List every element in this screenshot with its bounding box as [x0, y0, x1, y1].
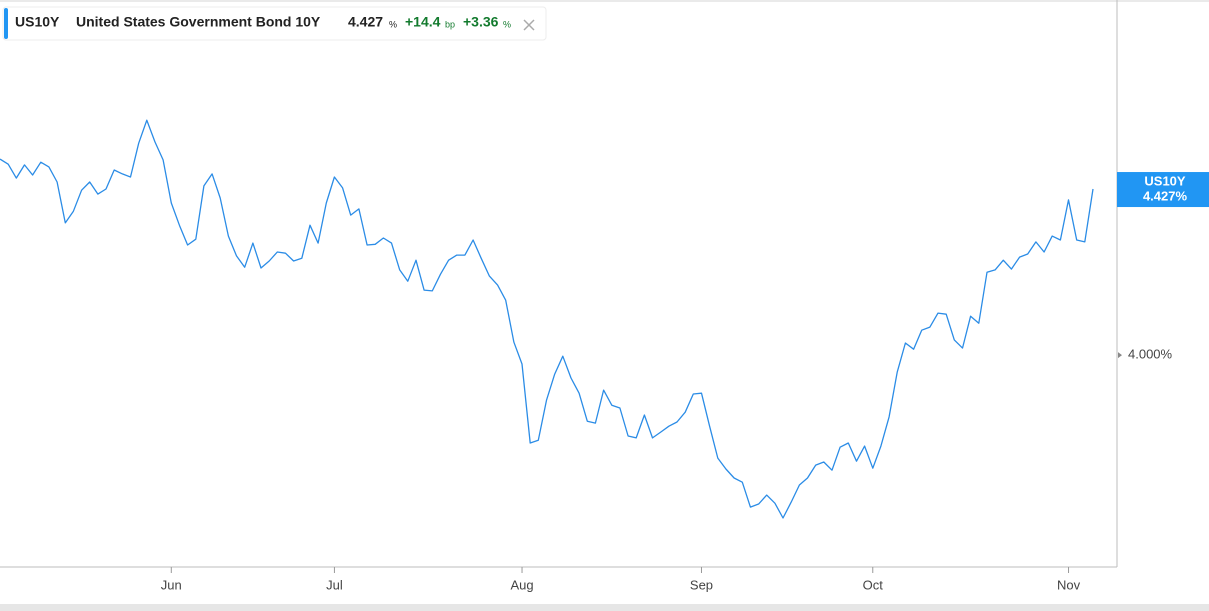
bottom-strip: [0, 604, 1209, 611]
x-tick-label: Jul: [326, 577, 343, 592]
x-tick-label: Sep: [690, 577, 713, 592]
legend-box: US10Y United States Government Bond 10Y …: [2, 6, 547, 41]
change-pct: +3.36: [463, 14, 499, 30]
x-tick-label: Oct: [863, 577, 884, 592]
price-line: [0, 119, 1094, 519]
instrument-name: United States Government Bond 10Y: [76, 14, 321, 30]
plot: [0, 119, 1094, 519]
legend-accent: [4, 8, 8, 39]
close-button[interactable]: [523, 19, 535, 31]
last-price-label: 4.427%: [1143, 188, 1188, 203]
x-tick-label: Aug: [510, 577, 533, 592]
x-tick-label: Nov: [1057, 577, 1081, 592]
y-tick: [1118, 352, 1122, 359]
symbol: US10Y: [15, 14, 60, 30]
price: 4.427: [348, 14, 383, 30]
last-price-symbol: US10Y: [1144, 173, 1186, 188]
x-tick-label: Jun: [161, 577, 182, 592]
change: +14.4: [405, 14, 441, 30]
close-x[interactable]: [523, 19, 535, 31]
change-unit: bp: [445, 19, 455, 29]
y-tick-label: 4.000%: [1128, 347, 1173, 362]
last-price-box: [1117, 172, 1209, 208]
change-pct-unit: %: [503, 19, 511, 29]
price-unit: %: [389, 19, 397, 29]
legend-bg: [2, 6, 547, 41]
